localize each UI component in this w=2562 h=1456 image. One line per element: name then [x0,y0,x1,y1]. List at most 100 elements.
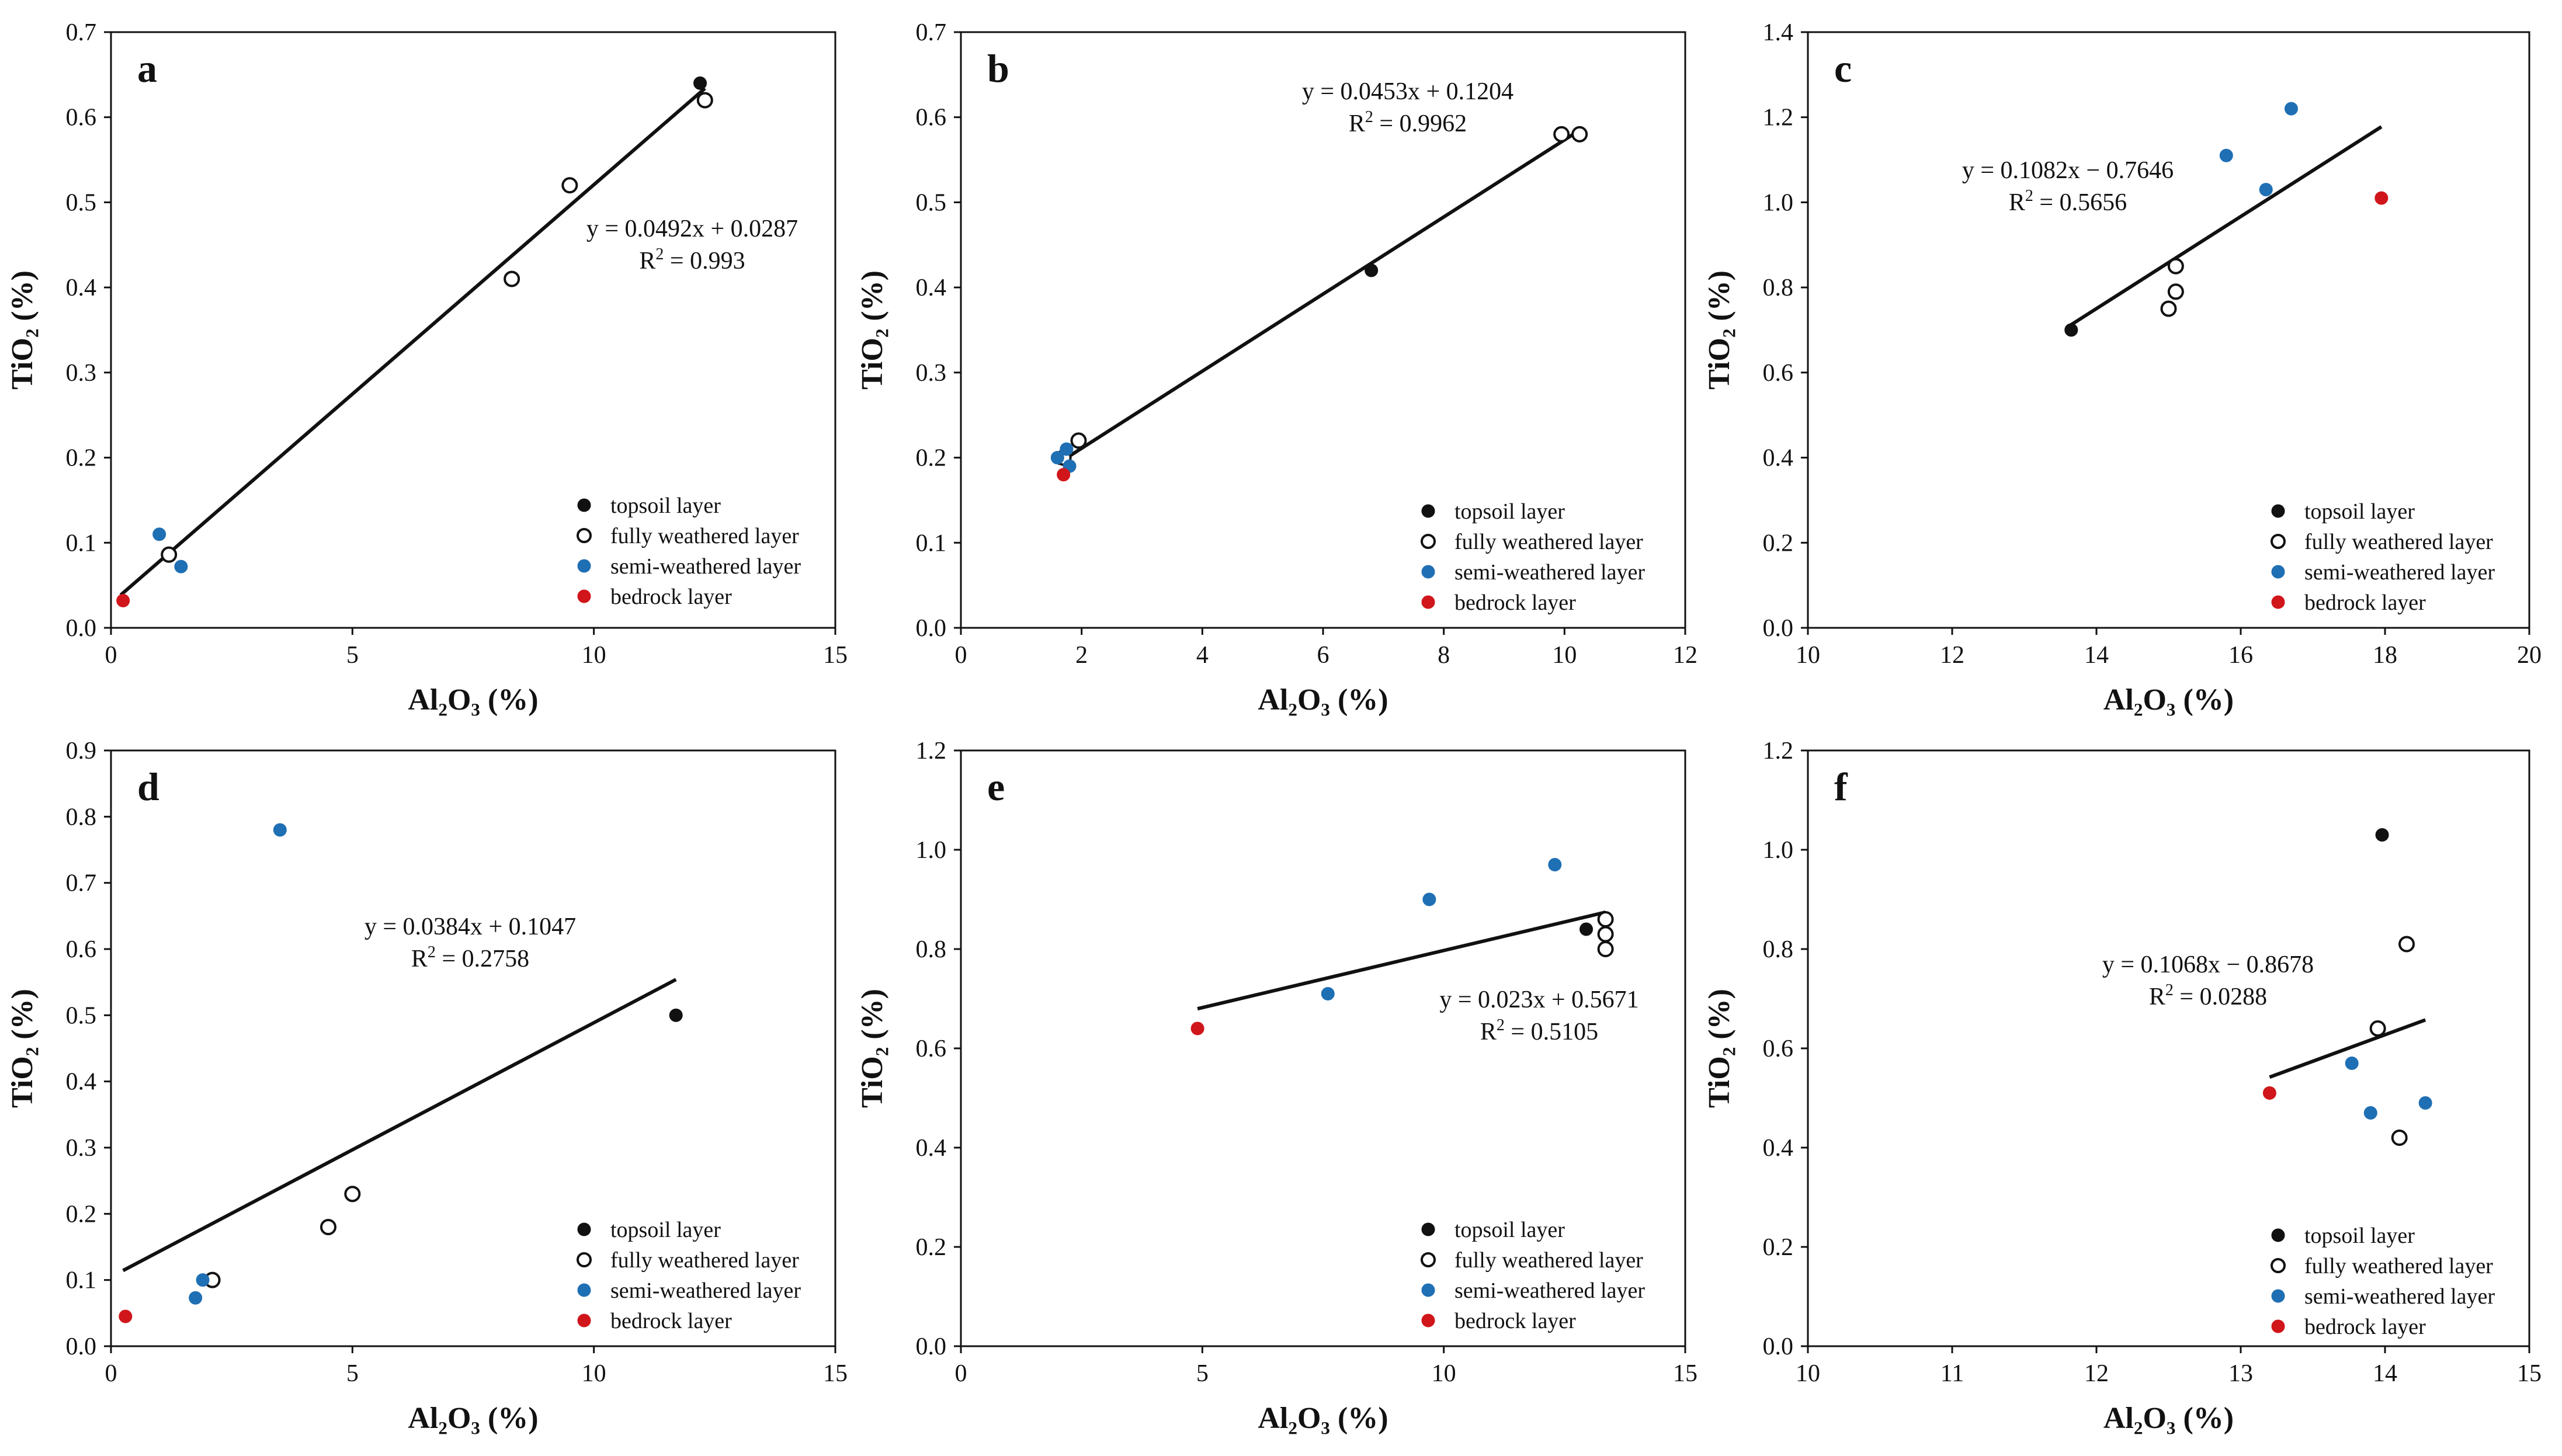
legend-label-bedrock: bedrock layer [610,1309,732,1333]
chart-panel-a: 0 5 10 15 0.0 0.1 0.2 0.3 0.4 0.5 0.6 0.7 Al₂O₃ (%) T… [6,19,848,717]
regression-equation: y = 0.0453x + 0.1204 [1302,78,1513,105]
legend-marker-semi-weathered [1421,565,1435,579]
y-tick-label: 0.8 [66,804,97,830]
regression-line [2066,125,2383,329]
regression-equation: y = 0.023x + 0.5671 [1439,986,1638,1013]
y-tick-label: 0.9 [66,738,97,765]
x-tick-label: 0 [955,1360,967,1387]
y-tick-label: 1.2 [916,738,947,765]
x-tick-label: 13 [2228,1360,2253,1387]
legend-label-bedrock: bedrock layer [1454,1309,1576,1333]
x-tick-label: 0 [105,642,117,669]
regression-line [119,87,706,597]
chart-panel-d: 0 5 10 15 0.0 0.1 0.2 0.3 0.4 0.5 0.6 0.7 0.8 0.9 Al₂O… [6,738,848,1435]
legend-label-bedrock: bedrock layer [2304,1315,2426,1339]
y-tick-label: 1.0 [1763,837,1794,864]
x-tick-label: 0 [955,642,967,669]
y-tick-label: 0.0 [916,615,947,642]
chart-panel-b: 0 2 4 6 8 10 12 0.0 0.1 0.2 0.3 0.4 0.5 0.6 0.7 Al₂O₃ (… [856,19,1697,717]
y-tick-label: 0.4 [916,274,947,301]
y-tick-label: 0.7 [66,870,97,897]
x-tick-label: 5 [346,1360,359,1387]
x-tick-label: 10 [1552,642,1577,669]
regression-line [2269,1018,2426,1079]
x-tick-label: 5 [1196,1360,1209,1387]
data-point-semi-weathered [273,823,287,837]
data-point-bedrock [2262,1086,2276,1100]
legend-marker-topsoil [577,1222,591,1236]
y-axis-label: TiO₂ (%) [856,989,889,1108]
y-tick-label: 0.4 [1763,1135,1794,1162]
y-tick-label: 0.4 [916,1135,947,1162]
regression-line [1197,911,1606,1011]
legend-marker-topsoil [2271,504,2285,518]
y-axis-label: TiO₂ (%) [1703,989,1736,1108]
x-axis-label: Al₂O₃ (%) [1258,1402,1388,1435]
y-tick-label: 0.1 [66,530,97,557]
legend-marker-topsoil [577,498,591,512]
legend-marker-topsoil [2271,1228,2285,1242]
data-point-semi-weathered [1060,442,1074,456]
data-point-fully-weathered [344,1186,361,1203]
data-point-fully-weathered [2369,1020,2386,1037]
x-tick-label: 14 [2373,1360,2397,1387]
x-tick-label: 5 [346,642,359,669]
x-tick-label: 8 [1438,642,1450,669]
plot-area-frame [1807,31,2530,629]
y-tick-label: 1.0 [1763,189,1794,216]
y-tick-label: 0.2 [66,1201,97,1228]
y-tick-label: 0.8 [1763,936,1794,963]
x-tick-label: 15 [823,1360,848,1387]
legend-label-topsoil: topsoil layer [610,494,721,518]
y-axis-label: TiO₂ (%) [1703,270,1736,390]
legend-marker-semi-weathered [2271,1289,2285,1303]
data-point-semi-weathered [2418,1096,2432,1110]
y-tick-label: 0.3 [66,360,97,387]
data-point-fully-weathered [2398,936,2415,953]
panel-letter: e [987,765,1005,809]
x-tick-label: 10 [582,642,606,669]
r-squared-label: R2 = 0.5105 [1480,1016,1598,1045]
y-tick-label: 0.5 [66,1002,97,1029]
x-tick-label: 0 [105,1360,117,1387]
data-point-semi-weathered [2363,1106,2377,1120]
x-tick-label: 15 [2517,1360,2542,1387]
regression-equation: y = 0.1068x − 0.8678 [2102,951,2314,978]
data-point-bedrock [2374,191,2389,205]
y-tick-label: 0.2 [1763,530,1794,557]
y-tick-label: 0.0 [66,615,97,642]
r-squared-label: R2 = 0.9962 [1349,108,1467,137]
x-tick-label: 4 [1196,642,1209,669]
y-tick-label: 0.5 [66,189,97,216]
legend-marker-bedrock [2271,595,2285,609]
data-point-semi-weathered [196,1273,210,1287]
y-tick-label: 0.6 [66,936,97,963]
x-tick-label: 14 [2084,642,2109,669]
legend-label-semi-weathered: semi-weathered layer [1454,1278,1645,1303]
legend-label-topsoil: topsoil layer [2304,1224,2415,1248]
panel-letter: d [137,765,159,809]
x-tick-label: 12 [1940,642,1964,669]
panel-letter: f [1834,765,1848,809]
legend-label-bedrock: bedrock layer [1454,590,1576,615]
y-tick-label: 0.0 [66,1333,97,1360]
legend-label-semi-weathered: semi-weathered layer [2304,560,2495,585]
data-point-semi-weathered [1422,892,1436,906]
data-point-semi-weathered [2284,102,2298,116]
data-point-semi-weathered [1321,987,1335,1000]
y-tick-label: 0.4 [66,274,97,301]
x-tick-label: 20 [2517,642,2542,669]
y-tick-label: 0.0 [1763,615,1794,642]
x-axis-label: Al₂O₃ (%) [2103,683,2234,717]
y-tick-label: 1.2 [1763,738,1794,765]
y-tick-label: 0.8 [916,936,947,963]
y-tick-label: 0.6 [1763,1035,1794,1062]
legend-label-topsoil: topsoil layer [610,1218,721,1242]
y-tick-label: 0.1 [66,1267,97,1294]
legend-label-semi-weathered: semi-weathered layer [2304,1284,2495,1309]
y-tick-label: 0.6 [66,105,97,131]
data-point-fully-weathered [561,177,578,194]
x-tick-label: 10 [1796,1360,1820,1387]
legend-marker-semi-weathered [2271,565,2285,579]
data-point-semi-weathered [174,560,188,574]
